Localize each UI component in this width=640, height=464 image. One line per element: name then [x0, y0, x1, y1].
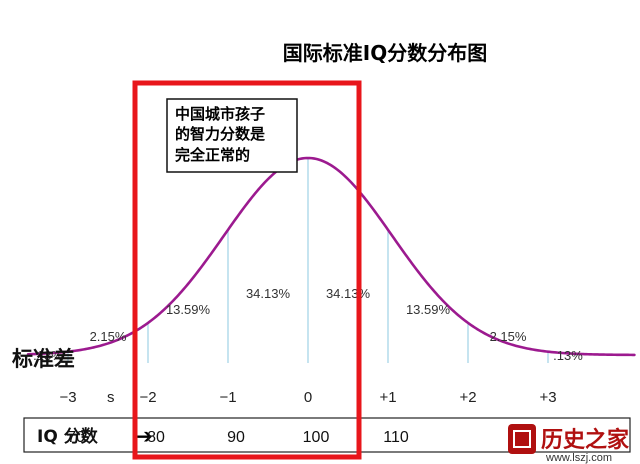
sd-tick-2: −1 [219, 389, 236, 406]
band-label-6: 2.15% [490, 329, 527, 344]
sd-tick-4: +1 [379, 389, 396, 406]
sd-gridlines [67, 158, 549, 363]
band-label-0: .13% [33, 348, 63, 363]
annotation-box [166, 98, 298, 173]
band-label-1: 2.15% [90, 329, 127, 344]
sd-row-label: 标准差 [12, 347, 75, 371]
sd-tick-3: 0 [304, 389, 312, 406]
sd-tick-1: −2 [139, 389, 156, 406]
highlight-box [132, 80, 362, 460]
percentage-labels: .13% 2.15% 13.59% 34.13% 34.13% 13.59% 2.15% .1… [33, 286, 583, 363]
sd-tick-0: −3 [59, 389, 76, 406]
sd-tick-5: +2 [459, 389, 476, 406]
logo-seal-icon [508, 424, 536, 454]
annotation-line-1: 中国城市孩子 [175, 105, 265, 123]
iq-score-2: 90 [227, 429, 245, 446]
band-label-2: 13.59% [166, 302, 211, 317]
band-label-5: 13.59% [406, 302, 451, 317]
band-label-4: 34.13% [326, 286, 371, 301]
iq-row-label: IQ 分数 [37, 426, 99, 447]
iq-score-1: 80 [147, 429, 165, 446]
band-label-3: 34.13% [246, 286, 291, 301]
annotation-line-3: 完全正常的 [175, 146, 250, 164]
watermark-logo: 历史之家 www.lszj.com [508, 424, 630, 464]
iq-score-4: 110 [383, 429, 409, 446]
iq-score-3: 100 [303, 429, 330, 446]
bell-curve [26, 156, 636, 357]
band-label-7: .13% [553, 348, 583, 363]
chart-title: 国际标准IQ分数分布图 [283, 41, 487, 65]
sd-tick-6: +3 [539, 389, 556, 406]
iq-score-values: 70 80 90 100 110 [67, 429, 409, 446]
watermark-sub: www.lszj.com [545, 452, 612, 464]
sd-tick-labels: −3 −2 −1 0 +1 +2 +3 [59, 389, 556, 406]
watermark-main: 历史之家 [541, 427, 630, 453]
iq-score-0: 70 [67, 429, 85, 446]
clipped-tick-fragment: s [107, 389, 115, 406]
annotation-line-2: 的智力分数是 [175, 125, 266, 143]
bell-curve-layer [26, 156, 636, 357]
arrow-icon: ➔ [136, 424, 153, 448]
